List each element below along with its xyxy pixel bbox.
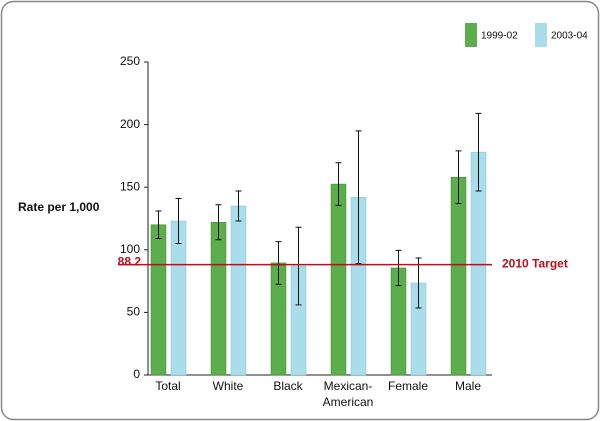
- error-bar: [415, 257, 422, 309]
- legend-label: 2003-04: [551, 31, 588, 42]
- y-tick-label: 200: [120, 117, 140, 131]
- bar: [450, 176, 467, 376]
- bar: [210, 222, 227, 376]
- x-tick-label: Total: [155, 379, 180, 393]
- error-bar: [295, 226, 302, 306]
- bar: [170, 220, 187, 376]
- x-tick-label: Mexican-American: [323, 379, 374, 409]
- reference-value: 88.2: [118, 255, 142, 269]
- legend-swatch: [465, 23, 477, 47]
- error-bar: [395, 249, 402, 286]
- error-bar: [275, 241, 282, 285]
- error-bar: [455, 150, 462, 204]
- y-tick-label: 250: [120, 54, 140, 68]
- x-tick-label: Male: [455, 379, 481, 393]
- x-tick-label: Female: [388, 379, 428, 393]
- legend-swatch: [535, 23, 547, 47]
- legend-label: 1999-02: [481, 31, 518, 42]
- y-tick-label: 100: [120, 242, 140, 256]
- error-bar: [235, 190, 242, 222]
- y-tick-label: 0: [133, 367, 140, 381]
- bar: [230, 205, 247, 376]
- y-tick-label: 150: [120, 179, 140, 193]
- error-bar: [175, 197, 182, 245]
- bar: [150, 224, 167, 376]
- x-tick-label: Black: [273, 379, 303, 393]
- x-tick-label: White: [213, 379, 244, 393]
- error-bar: [475, 112, 482, 192]
- bar: [330, 183, 347, 376]
- error-bar: [355, 130, 362, 265]
- error-bar: [215, 204, 222, 241]
- y-axis-label: Rate per 1,000: [18, 200, 100, 214]
- y-tick-label: 50: [127, 305, 141, 319]
- error-bar: [335, 162, 342, 206]
- reference-label: 2010 Target: [502, 257, 568, 271]
- error-bar: [155, 210, 162, 240]
